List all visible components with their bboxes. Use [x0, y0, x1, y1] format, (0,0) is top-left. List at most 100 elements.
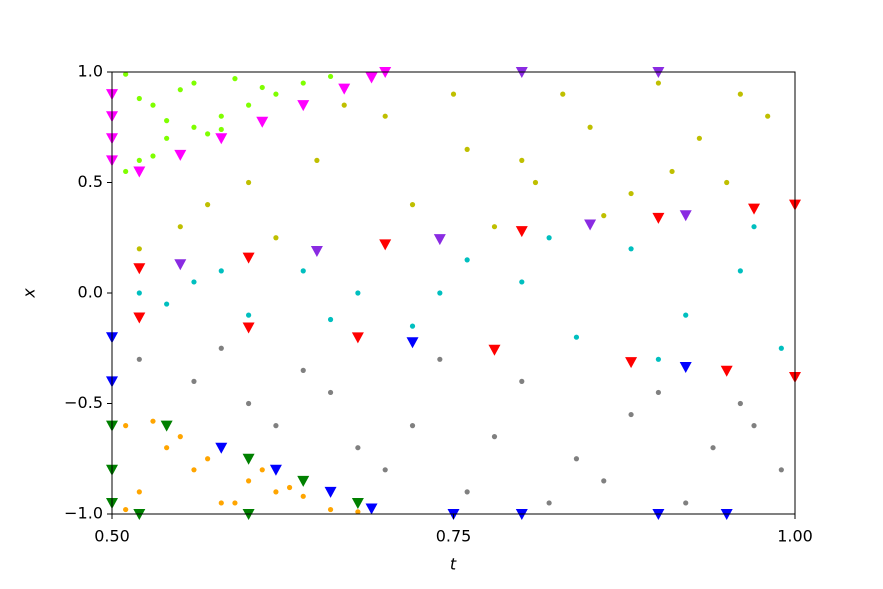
- point: [696, 135, 702, 141]
- triangle-point: [406, 337, 419, 349]
- point: [246, 102, 252, 108]
- triangle-point: [584, 219, 597, 231]
- triangle-point: [365, 72, 378, 84]
- point: [409, 323, 416, 329]
- point: [519, 378, 525, 384]
- y-tick-label: 0.5: [78, 172, 103, 191]
- point: [437, 290, 443, 296]
- point: [450, 91, 457, 97]
- point: [683, 500, 689, 506]
- x-tick-label: 0.50: [94, 527, 130, 546]
- point: [300, 493, 306, 499]
- point: [669, 168, 675, 175]
- point: [355, 290, 361, 296]
- point: [546, 500, 552, 506]
- triangle-point: [652, 212, 665, 224]
- triangle-point: [748, 203, 761, 215]
- point: [437, 356, 443, 362]
- point: [273, 423, 279, 429]
- point: [560, 91, 566, 97]
- point: [164, 445, 170, 451]
- point: [191, 378, 197, 384]
- triangle-point: [625, 357, 638, 369]
- point: [532, 179, 539, 186]
- x-tick-label: 0.75: [436, 527, 472, 546]
- point: [232, 76, 238, 82]
- point: [177, 87, 183, 93]
- point: [573, 456, 580, 462]
- point: [205, 202, 211, 208]
- point: [519, 157, 525, 163]
- triangle-point: [365, 503, 378, 515]
- point: [409, 423, 416, 429]
- plot-area: [106, 67, 801, 520]
- triangle-point: [174, 259, 187, 271]
- triangle-point: [433, 234, 446, 246]
- triangle-point: [242, 252, 255, 264]
- point: [191, 467, 197, 473]
- point: [546, 235, 552, 241]
- point: [218, 268, 224, 274]
- axes-frame: [111, 71, 796, 515]
- point: [136, 290, 142, 296]
- triangle-point: [515, 226, 528, 238]
- point: [737, 91, 743, 97]
- point: [273, 489, 279, 495]
- point: [218, 126, 224, 133]
- point: [136, 489, 142, 495]
- y-tick-label: 1.0: [78, 62, 103, 81]
- point: [491, 434, 498, 440]
- triangle-point: [297, 475, 310, 487]
- point: [683, 312, 689, 318]
- point: [355, 509, 361, 515]
- triangle-point: [324, 486, 337, 498]
- triangle-point: [133, 166, 146, 178]
- point: [655, 80, 662, 86]
- triangle-point: [679, 362, 692, 374]
- triangle-point: [338, 83, 351, 95]
- point: [327, 389, 334, 396]
- x-axis-label: t: [450, 555, 457, 574]
- point: [259, 84, 265, 91]
- point: [218, 113, 224, 119]
- point: [341, 102, 347, 108]
- triangle-point: [379, 239, 392, 251]
- point: [246, 179, 252, 186]
- point: [300, 80, 306, 86]
- point: [273, 235, 279, 241]
- point: [327, 316, 334, 323]
- point: [150, 153, 156, 159]
- point: [164, 301, 170, 307]
- point: [601, 213, 607, 219]
- point: [150, 418, 156, 424]
- triangle-point: [720, 365, 733, 377]
- point: [464, 146, 470, 152]
- point: [123, 168, 129, 175]
- point: [464, 489, 470, 495]
- point: [191, 80, 197, 86]
- y-tick-label: −0.5: [64, 393, 103, 412]
- point: [778, 345, 784, 351]
- point: [191, 279, 197, 285]
- point: [246, 400, 252, 407]
- y-tick-label: 0.0: [78, 283, 103, 302]
- point: [205, 131, 211, 137]
- triangle-point: [679, 210, 692, 222]
- point: [710, 445, 716, 451]
- point: [778, 467, 784, 473]
- point: [314, 157, 320, 163]
- point: [123, 423, 129, 429]
- point: [355, 445, 361, 451]
- point: [737, 400, 743, 407]
- triangle-point: [256, 116, 269, 128]
- point: [136, 356, 142, 362]
- point: [205, 456, 211, 462]
- point: [164, 135, 170, 141]
- point: [587, 124, 593, 130]
- point: [327, 73, 334, 80]
- point: [191, 124, 197, 130]
- point: [218, 500, 224, 506]
- point: [300, 367, 306, 373]
- point: [382, 113, 388, 119]
